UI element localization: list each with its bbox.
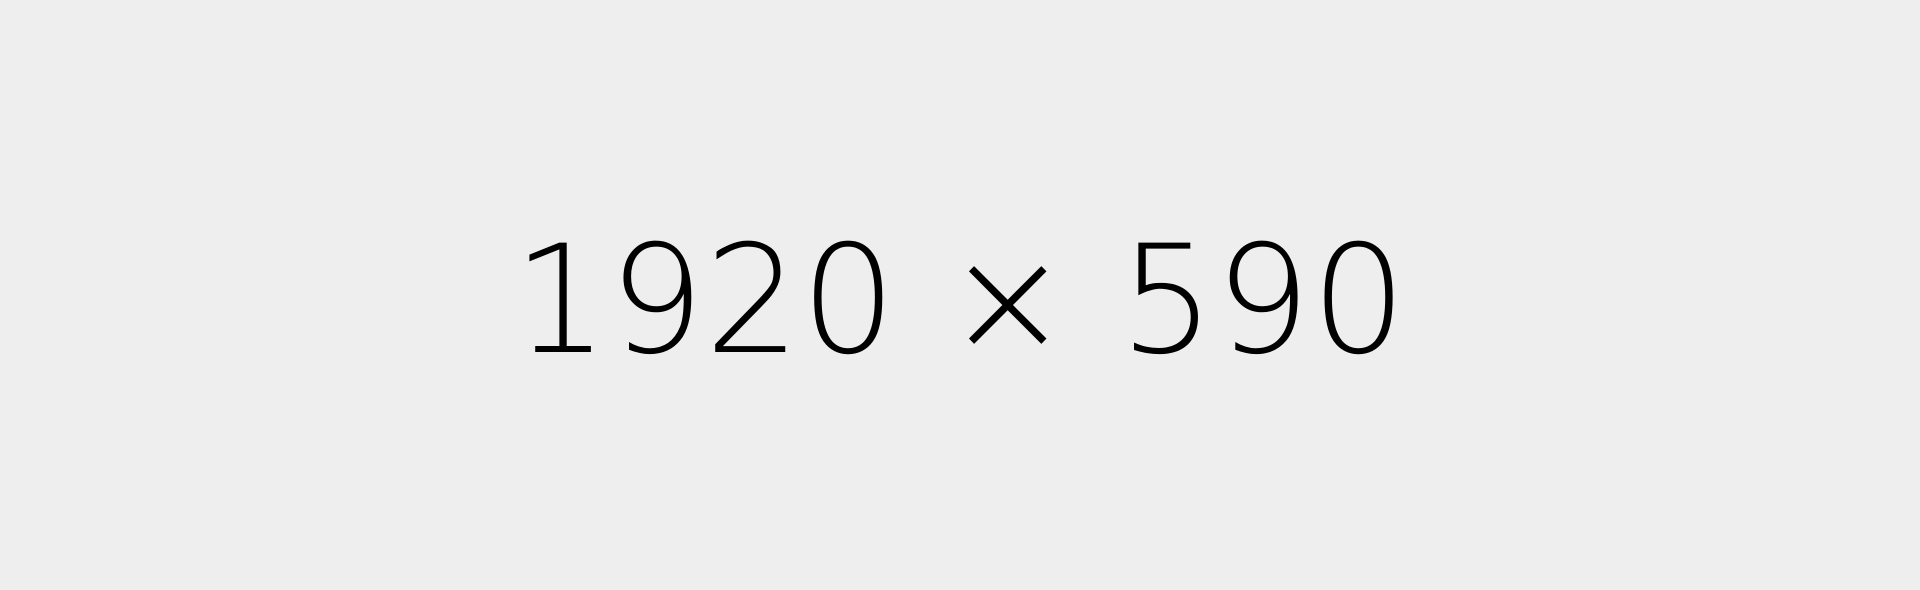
dimension-label: 1920 × 590 — [512, 214, 1408, 388]
